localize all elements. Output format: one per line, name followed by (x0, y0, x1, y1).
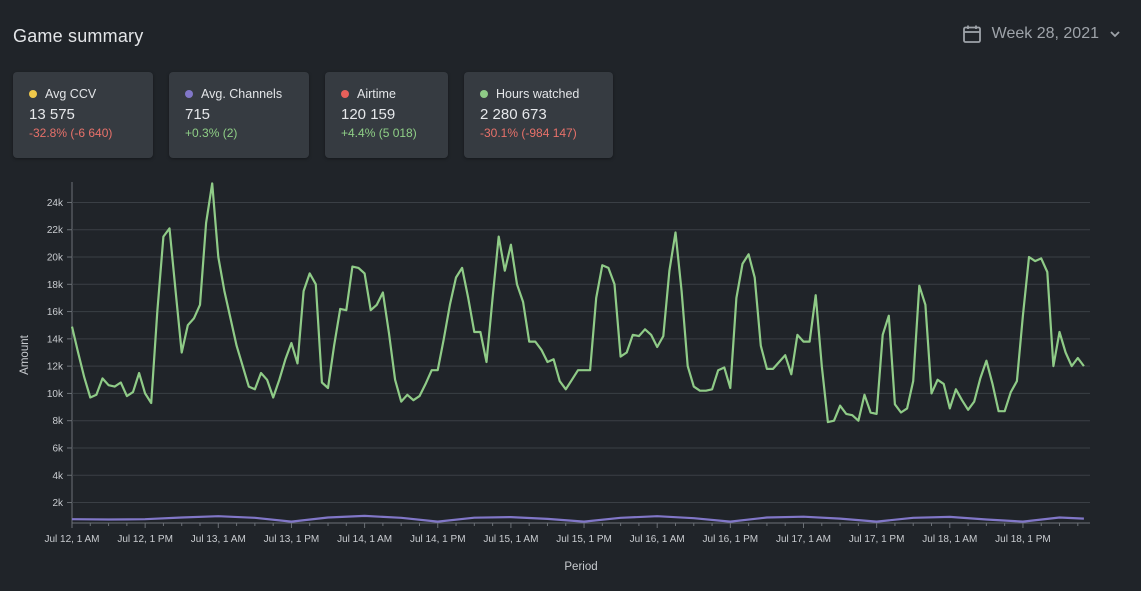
card-delta: -32.8% (-6 640) (29, 126, 113, 140)
y-tick-label: 20k (47, 253, 64, 264)
x-tick-label: Jul 14, 1 AM (337, 534, 392, 545)
chart-grid (71, 182, 1090, 524)
y-tick-label: 14k (47, 334, 64, 345)
week-label: Week 28, 2021 (991, 25, 1099, 42)
x-tick-label: Jul 16, 1 AM (630, 534, 685, 545)
x-tick-label: Jul 12, 1 PM (117, 534, 173, 545)
card-delta: +4.4% (5 018) (341, 126, 417, 140)
week-picker[interactable]: Week 28, 2021 (962, 24, 1121, 44)
y-axis-title: Amount (19, 334, 31, 374)
card-title: Avg CCV (45, 87, 97, 101)
x-tick-label: Jul 13, 1 PM (264, 534, 320, 545)
card-value: 120 159 (341, 106, 396, 123)
y-tick-label: 8k (52, 416, 64, 427)
card-airtime: Airtime 120 159 +4.4% (5 018) (325, 72, 448, 158)
y-tick-label: 6k (52, 443, 64, 454)
card-delta: +0.3% (2) (185, 126, 238, 140)
x-tick-label: Jul 17, 1 PM (849, 534, 905, 545)
y-tick-label: 12k (47, 362, 64, 373)
card-value: 13 575 (29, 106, 75, 123)
x-tick-label: Jul 18, 1 AM (922, 534, 977, 545)
card-value: 715 (185, 106, 211, 123)
y-tick-label: 18k (47, 280, 64, 291)
chart-series (70, 182, 1085, 523)
card-title: Airtime (357, 87, 396, 101)
y-tick-label: 16k (47, 307, 64, 318)
x-tick-label: Jul 18, 1 PM (995, 534, 1051, 545)
x-tick-label: Jul 15, 1 PM (556, 534, 612, 545)
series-line-1 (70, 182, 1085, 424)
card-title: Hours watched (496, 87, 580, 101)
y-tick-label: 24k (47, 198, 64, 209)
series-line-2 (71, 514, 1084, 523)
hours-watched-dot (480, 90, 488, 98)
x-tick-label: Jul 12, 1 AM (44, 534, 99, 545)
airtime-dot (341, 90, 349, 98)
calendar-icon (962, 24, 982, 44)
line-chart: 2k 4k 6k 8k 10k 12k 14k 16k 18k 20k 22k 24k Jul 12,… (19, 182, 1090, 573)
x-axis: Jul 12, 1 AM Jul 12, 1 PM Jul 13, 1 AM Jul … (44, 523, 1079, 545)
x-tick-label: Jul 15, 1 AM (483, 534, 538, 545)
card-delta: -30.1% (-984 147) (480, 126, 577, 140)
card-avg-ccv: Avg CCV 13 575 -32.8% (-6 640) (13, 72, 153, 158)
card-title: Avg. Channels (201, 87, 283, 101)
avg-channels-dot (185, 90, 193, 98)
avg-ccv-dot (29, 90, 37, 98)
y-axis: 2k 4k 6k 8k 10k 12k 14k 16k 18k 20k 22k 24k (47, 198, 72, 509)
x-tick-label: Jul 13, 1 AM (191, 534, 246, 545)
x-tick-label: Jul 14, 1 PM (410, 534, 466, 545)
card-value: 2 280 673 (480, 106, 547, 123)
card-avg-channels: Avg. Channels 715 +0.3% (2) (169, 72, 309, 158)
y-tick-label: 4k (52, 471, 64, 482)
y-tick-label: 22k (47, 225, 64, 236)
chevron-down-icon[interactable] (1109, 28, 1121, 40)
page-title: Game summary (13, 26, 144, 46)
y-tick-label: 2k (52, 498, 64, 509)
card-hours-watched: Hours watched 2 280 673 -30.1% (-984 147… (464, 72, 613, 158)
x-axis-title: Period (564, 561, 597, 573)
y-tick-label: 10k (47, 389, 64, 400)
x-tick-label: Jul 17, 1 AM (776, 534, 831, 545)
x-tick-label: Jul 16, 1 PM (703, 534, 759, 545)
